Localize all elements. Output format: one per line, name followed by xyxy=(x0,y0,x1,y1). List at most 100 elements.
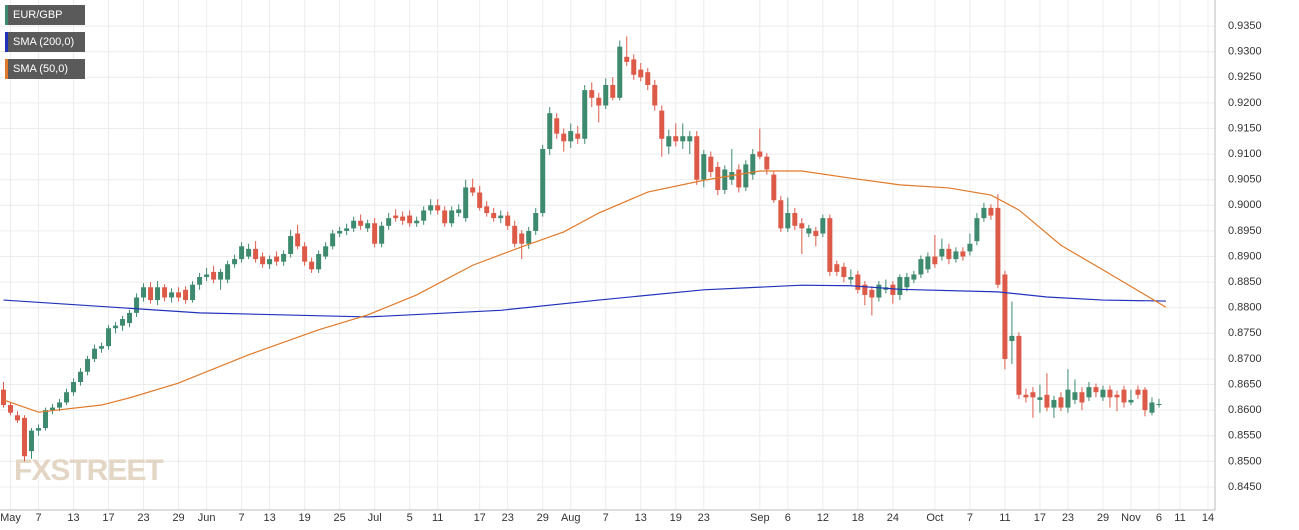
candle-body xyxy=(15,415,21,421)
candle-body xyxy=(526,230,532,244)
x-tick-label: 18 xyxy=(852,512,864,524)
candle-body xyxy=(687,136,693,142)
y-tick-label: 0.8750 xyxy=(1228,327,1262,339)
candle-body xyxy=(624,56,630,62)
x-tick-label: 17 xyxy=(1034,512,1046,524)
candle-body xyxy=(708,156,714,173)
x-tick-label: 11 xyxy=(1174,512,1185,524)
candle-body xyxy=(925,256,931,270)
x-tick-label: 29 xyxy=(537,512,549,524)
x-tick-label: 13 xyxy=(67,512,79,524)
candle-body xyxy=(505,215,511,226)
candle-body xyxy=(358,220,364,226)
legend-box xyxy=(5,59,85,79)
legend-swatch xyxy=(5,5,8,25)
y-tick-label: 0.9100 xyxy=(1228,148,1262,160)
candle-body xyxy=(134,297,140,313)
candle-body xyxy=(967,243,973,252)
candle-body xyxy=(1121,389,1127,403)
candle-body xyxy=(876,284,882,298)
candle-body xyxy=(43,410,49,429)
candle-body xyxy=(57,402,63,408)
candle-body xyxy=(701,154,707,180)
candle-body xyxy=(554,118,560,134)
candle-body xyxy=(722,169,728,190)
candle-body xyxy=(267,259,273,265)
candle-body xyxy=(470,187,476,193)
candle-body xyxy=(407,215,413,224)
candle-body xyxy=(1149,402,1155,413)
x-tick-label: 7 xyxy=(35,512,41,524)
candle-body xyxy=(176,292,182,298)
candle-body xyxy=(85,358,91,372)
candle-body xyxy=(456,209,462,214)
sma-line xyxy=(3,170,1167,413)
candle-body xyxy=(757,151,763,157)
x-tick-label: 17 xyxy=(474,512,486,524)
candle-body xyxy=(764,156,770,170)
candle-body xyxy=(568,131,574,142)
candle-body xyxy=(36,428,42,431)
candle-body xyxy=(449,210,455,224)
candle-body xyxy=(120,319,126,326)
x-tick-label: 23 xyxy=(137,512,149,524)
candle-body xyxy=(365,223,371,229)
candle-body xyxy=(988,207,994,216)
x-tick-label: Oct xyxy=(926,512,943,524)
candle-body xyxy=(736,169,742,188)
candle-body xyxy=(918,259,924,275)
candle-body xyxy=(778,200,784,229)
candle-body xyxy=(813,230,819,237)
candle-body xyxy=(218,271,224,280)
candle-body xyxy=(512,225,518,244)
candle-body xyxy=(379,225,385,244)
candle-body xyxy=(400,216,406,221)
x-tick-label: 25 xyxy=(334,512,346,524)
candle-body xyxy=(771,174,777,201)
candle-body xyxy=(890,284,896,295)
candle-body xyxy=(855,274,861,290)
candle-body xyxy=(792,213,798,226)
candle-body xyxy=(1107,389,1113,398)
candle-body xyxy=(162,287,168,298)
candle-body xyxy=(463,187,469,219)
legend-box xyxy=(5,5,85,25)
candle-body xyxy=(904,277,910,288)
candle-body xyxy=(666,136,672,147)
candle-body xyxy=(834,264,840,272)
candle-body xyxy=(204,274,210,278)
candle-body xyxy=(155,287,161,301)
candle-body xyxy=(1156,404,1162,406)
candle-body xyxy=(974,218,980,242)
candle-body xyxy=(1065,389,1071,408)
candle-body xyxy=(141,287,147,298)
y-tick-label: 0.8500 xyxy=(1228,455,1262,467)
candle-body xyxy=(547,113,553,150)
y-tick-label: 0.8700 xyxy=(1228,353,1262,365)
candle-body xyxy=(225,264,231,280)
candle-body xyxy=(533,213,539,231)
candle-body xyxy=(862,284,868,295)
candle-body xyxy=(638,69,644,78)
candle-body xyxy=(477,192,483,208)
candle-body xyxy=(253,248,259,260)
y-tick-label: 0.9150 xyxy=(1228,122,1262,134)
x-tick-label: 29 xyxy=(1097,512,1109,524)
candle-body xyxy=(540,149,546,214)
candle-body xyxy=(435,205,441,211)
candle-body xyxy=(169,292,175,298)
candle-body xyxy=(197,277,203,285)
candle-body xyxy=(421,210,427,221)
candle-body xyxy=(484,206,490,214)
candle-body xyxy=(1093,387,1099,393)
x-tick-label: Jul xyxy=(368,512,382,524)
candle-body xyxy=(799,223,805,229)
candle-body xyxy=(337,230,343,234)
x-tick-label: 13 xyxy=(263,512,275,524)
candle-body xyxy=(29,430,35,452)
x-tick-label: 7 xyxy=(967,512,973,524)
x-tick-label: 17 xyxy=(102,512,114,524)
candle-body xyxy=(869,289,875,298)
candle-body xyxy=(64,392,70,403)
candle-body xyxy=(106,328,112,347)
